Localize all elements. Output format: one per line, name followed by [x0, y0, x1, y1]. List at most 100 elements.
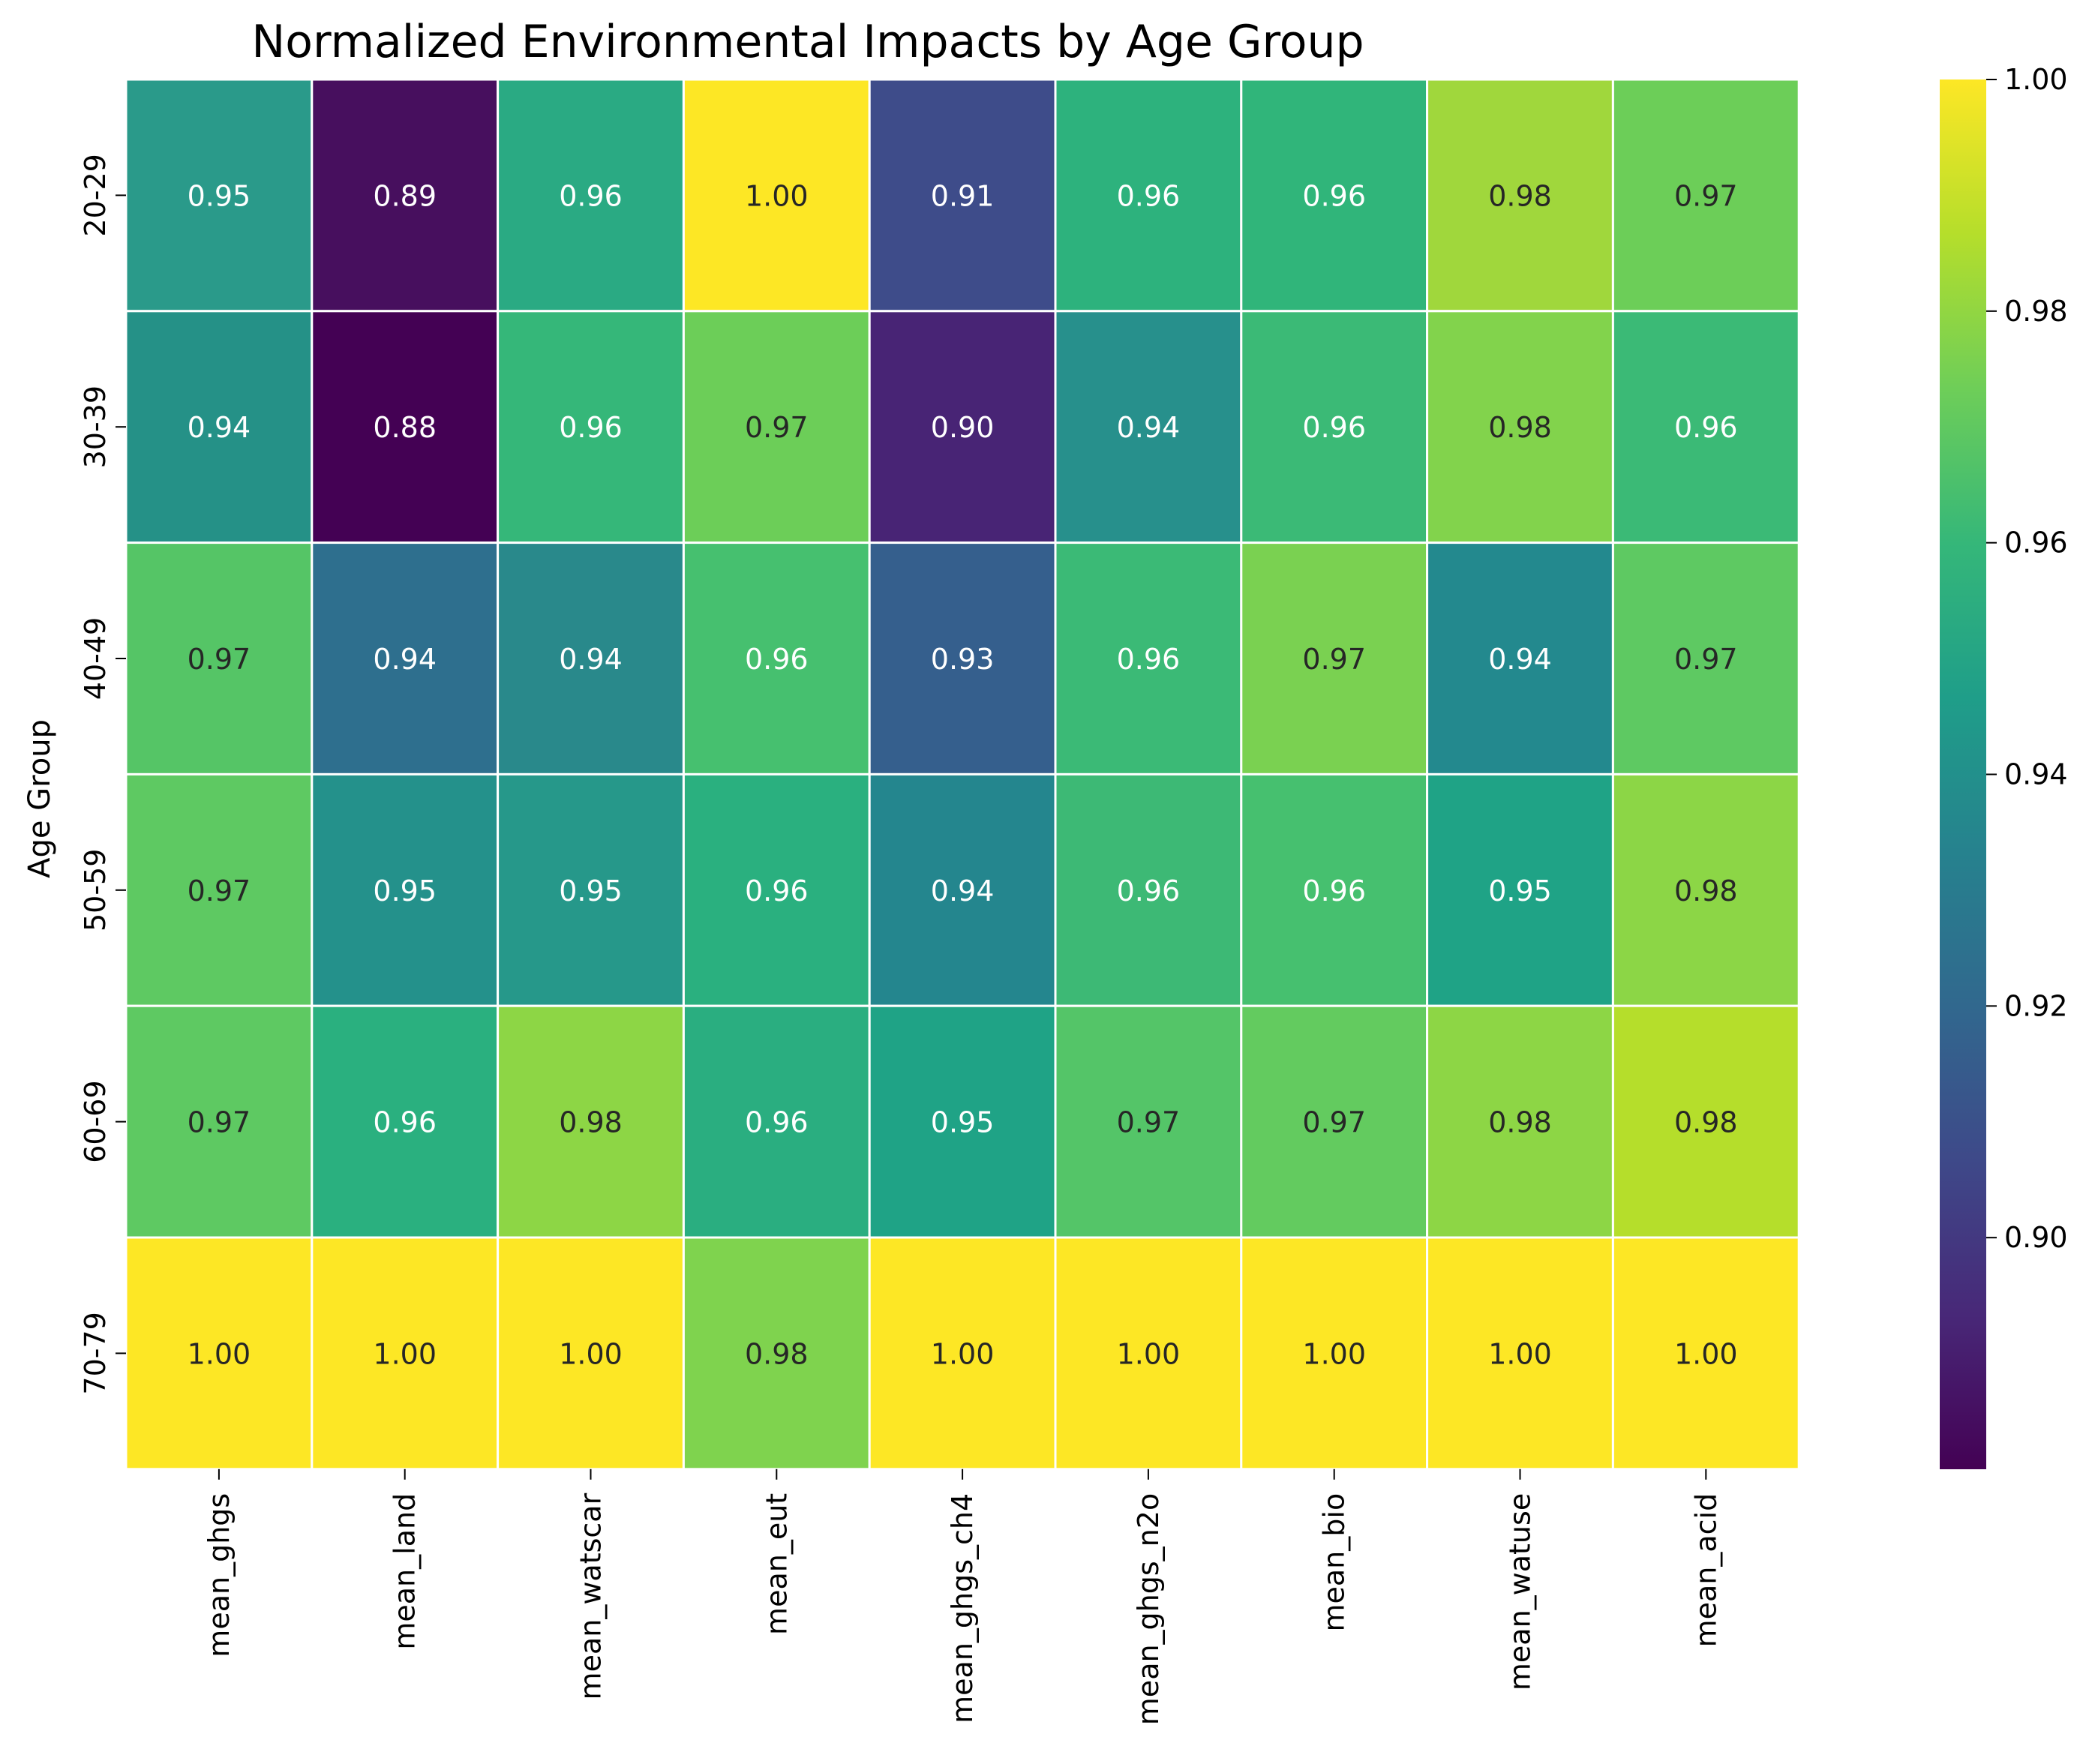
heatmap-cell — [311, 1004, 500, 1239]
cell-value-label: 0.96 — [745, 1106, 809, 1139]
cell-value-label: 1.00 — [931, 1337, 995, 1370]
y-axis-label: Age Group — [23, 719, 57, 878]
cell-value-label: 0.94 — [1488, 643, 1552, 676]
heatmap-cell — [497, 1236, 685, 1471]
heatmap-cell — [1426, 1236, 1614, 1471]
cell-value-label: 0.96 — [1302, 411, 1366, 444]
cell-value-label: 1.00 — [1302, 1337, 1366, 1370]
heatmap-cell — [682, 1004, 871, 1239]
x-tick-label: mean_ghgs_ch4 — [946, 1493, 979, 1724]
heatmap-cell — [1611, 772, 1800, 1007]
x-tick-label: mean_watuse — [1504, 1493, 1537, 1690]
cell-value-label: 0.97 — [1117, 1106, 1181, 1139]
x-tick-label: mean_land — [389, 1493, 422, 1650]
cell-value-label: 1.00 — [1674, 1337, 1738, 1370]
cell-value-label: 0.94 — [1117, 411, 1181, 444]
x-axis: mean_ghgs mean_land mean_watscar mean_eut me… — [203, 1468, 1722, 1725]
cell-value-label: 0.96 — [1117, 874, 1181, 908]
cell-value-label: 0.90 — [931, 411, 995, 444]
cell-value-label: 0.94 — [931, 874, 995, 908]
colorbar-tick-label: 0.94 — [2004, 758, 2068, 791]
x-tick-label: mean_watscar — [575, 1492, 608, 1700]
heatmap-cell — [125, 1236, 314, 1471]
heatmap-cell — [868, 310, 1057, 544]
cell-value-label: 0.91 — [931, 179, 995, 212]
cell-value-label: 0.98 — [1488, 1106, 1552, 1139]
heatmap-cell — [125, 78, 314, 313]
heatmap-cell — [311, 78, 500, 313]
cell-value-label: 0.95 — [188, 179, 251, 212]
y-tick-label: 70-79 — [79, 1312, 112, 1394]
heatmap-cell — [1240, 310, 1429, 544]
x-tick-label: mean_ghgs — [203, 1493, 236, 1658]
cell-value-label: 0.96 — [745, 874, 809, 908]
heatmap-cell — [497, 310, 685, 544]
cell-value-label: 0.95 — [931, 1106, 995, 1139]
heatmap-cell — [682, 772, 871, 1007]
y-axis: 20-29 30-39 40-49 50-59 60-69 70-79 — [79, 154, 126, 1395]
cell-value-label: 1.00 — [1488, 1337, 1552, 1370]
cell-value-label: 0.97 — [1674, 179, 1738, 212]
cell-value-label: 0.96 — [745, 643, 809, 676]
cell-value-label: 1.00 — [373, 1337, 437, 1370]
heatmap-cell — [1611, 1004, 1800, 1239]
cell-value-label: 0.94 — [373, 643, 437, 676]
cell-value-label: 0.96 — [1302, 874, 1366, 908]
heatmap-cell — [311, 542, 500, 776]
cell-value-label: 1.00 — [1117, 1337, 1181, 1370]
heatmap-cell — [125, 1004, 314, 1239]
heatmap-cell — [868, 1236, 1057, 1471]
x-tick-label: mean_eut — [760, 1493, 793, 1635]
colorbar-tick-label: 0.96 — [2004, 526, 2068, 560]
colorbar-tick-label: 0.92 — [2004, 989, 2068, 1022]
heatmap-cell — [497, 78, 685, 313]
heatmap-cell — [1426, 78, 1614, 313]
heatmap-cell — [1054, 1236, 1243, 1471]
cell-value-label: 1.00 — [745, 179, 809, 212]
cell-value-label: 1.00 — [188, 1337, 251, 1370]
cell-value-label: 0.98 — [1674, 1106, 1738, 1139]
cell-value-label: 0.97 — [188, 643, 251, 676]
heatmap-cell — [868, 542, 1057, 776]
heatmap-cell — [1054, 78, 1243, 313]
heatmap-cell — [1240, 1004, 1429, 1239]
cell-value-label: 0.88 — [373, 411, 437, 444]
cell-value-label: 0.97 — [745, 411, 809, 444]
cell-value-label: 0.98 — [559, 1106, 623, 1139]
heatmap-cell — [1054, 310, 1243, 544]
colorbar-tick-label: 1.00 — [2004, 63, 2068, 96]
cell-value-label: 0.96 — [1117, 643, 1181, 676]
chart-title: Normalized Environmental Impacts by Age … — [251, 16, 1364, 68]
cell-value-label: 0.97 — [188, 874, 251, 908]
cell-value-label: 0.97 — [1302, 643, 1366, 676]
cell-value-label: 0.98 — [1488, 179, 1552, 212]
heatmap-cell — [497, 1004, 685, 1239]
cell-value-label: 0.96 — [373, 1106, 437, 1139]
cell-value-label: 0.93 — [931, 643, 995, 676]
heatmap-cell — [125, 310, 314, 544]
colorbar-tick-label: 0.90 — [2004, 1221, 2068, 1254]
y-tick-label: 60-69 — [79, 1080, 112, 1162]
cell-value-label: 0.98 — [1488, 411, 1552, 444]
heatmap-cells — [125, 78, 1800, 1471]
cell-value-label: 0.96 — [559, 411, 623, 444]
heatmap-cell — [125, 772, 314, 1007]
cell-value-label: 0.96 — [1302, 179, 1366, 212]
heatmap-cell — [311, 772, 500, 1007]
heatmap-cell — [1611, 542, 1800, 776]
colorbar: 0.90 0.92 0.94 0.96 0.98 1.00 — [1940, 63, 2068, 1469]
heatmap-cell — [1054, 1004, 1243, 1239]
heatmap-cell — [682, 1236, 871, 1471]
cell-value-label: 0.95 — [1488, 874, 1552, 908]
colorbar-tick-label: 0.98 — [2004, 295, 2068, 328]
heatmap-cell — [682, 542, 871, 776]
heatmap-cell — [497, 542, 685, 776]
y-tick-label: 20-29 — [79, 154, 112, 236]
cell-value-label: 0.97 — [188, 1106, 251, 1139]
cell-value-label: 0.94 — [188, 411, 251, 444]
y-tick-label: 30-39 — [79, 386, 112, 468]
y-tick-label: 50-59 — [79, 849, 112, 932]
heatmap-cell — [125, 542, 314, 776]
cell-value-label: 0.89 — [373, 179, 437, 212]
